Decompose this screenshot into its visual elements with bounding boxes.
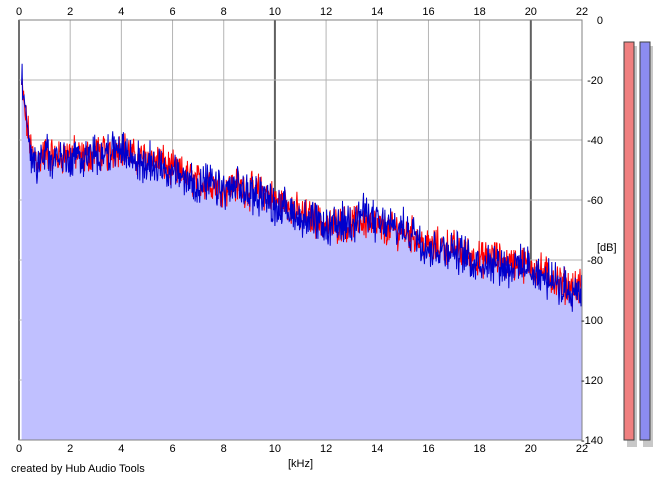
x-tick-label-bottom: 12 <box>320 443 332 455</box>
x-tick-label-top: 12 <box>320 6 332 18</box>
x-tick-labels-top: 0 2 4 6 8 10 12 14 16 18 20 22 <box>16 6 588 18</box>
x-tick-label-bottom: 2 <box>67 443 73 455</box>
meter-left <box>623 41 635 441</box>
x-tick-label-top: 6 <box>169 6 175 18</box>
y-tick-label: -100 <box>581 315 603 327</box>
x-tick-label-top: 10 <box>269 6 281 18</box>
x-tick-label-top: 4 <box>118 6 124 18</box>
series-right-line <box>21 63 583 312</box>
x-tick-label-top: 0 <box>16 6 22 18</box>
y-tick-label: -20 <box>587 75 603 87</box>
x-tick-label-bottom: 14 <box>371 443 383 455</box>
x-tick-label-bottom: 10 <box>269 443 281 455</box>
x-tick-label-top: 20 <box>525 6 537 18</box>
y-tick-label: -140 <box>581 435 603 447</box>
meter-right <box>639 41 651 441</box>
x-tick-label-top: 16 <box>422 6 434 18</box>
spectrum-fill-area <box>21 63 583 441</box>
x-tick-label-top: 14 <box>371 6 383 18</box>
y-tick-label: 0 <box>597 15 603 27</box>
x-tick-label-top: 22 <box>576 6 588 18</box>
y-tick-label: -60 <box>587 195 603 207</box>
x-tick-label-bottom: 22 <box>576 443 588 455</box>
y-axis-label: [dB] <box>597 242 617 254</box>
x-tick-label-bottom: 20 <box>525 443 537 455</box>
x-tick-labels-bottom: 0 2 4 6 8 10 12 14 16 18 20 22 <box>16 443 588 455</box>
y-tick-label: -80 <box>587 255 603 267</box>
x-tick-label-bottom: 6 <box>169 443 175 455</box>
x-tick-label-bottom: 16 <box>422 443 434 455</box>
x-tick-label-top: 8 <box>221 6 227 18</box>
x-tick-label-top: 2 <box>67 6 73 18</box>
plot-frame <box>18 19 583 441</box>
x-tick-label-bottom: 18 <box>474 443 486 455</box>
x-tick-label-bottom: 0 <box>16 443 22 455</box>
x-tick-label-top: 18 <box>474 6 486 18</box>
y-tick-labels: 0 -20 -40 -60 -80 -100 -120 -140 <box>581 15 603 447</box>
x-tick-label-bottom: 8 <box>221 443 227 455</box>
credit-text: created by Hub Audio Tools <box>11 463 145 475</box>
y-tick-label: -40 <box>587 135 603 147</box>
y-tick-label: -120 <box>581 375 603 387</box>
level-meters <box>623 41 653 447</box>
x-axis-label: [kHz] <box>288 458 313 470</box>
x-tick-label-bottom: 4 <box>118 443 124 455</box>
